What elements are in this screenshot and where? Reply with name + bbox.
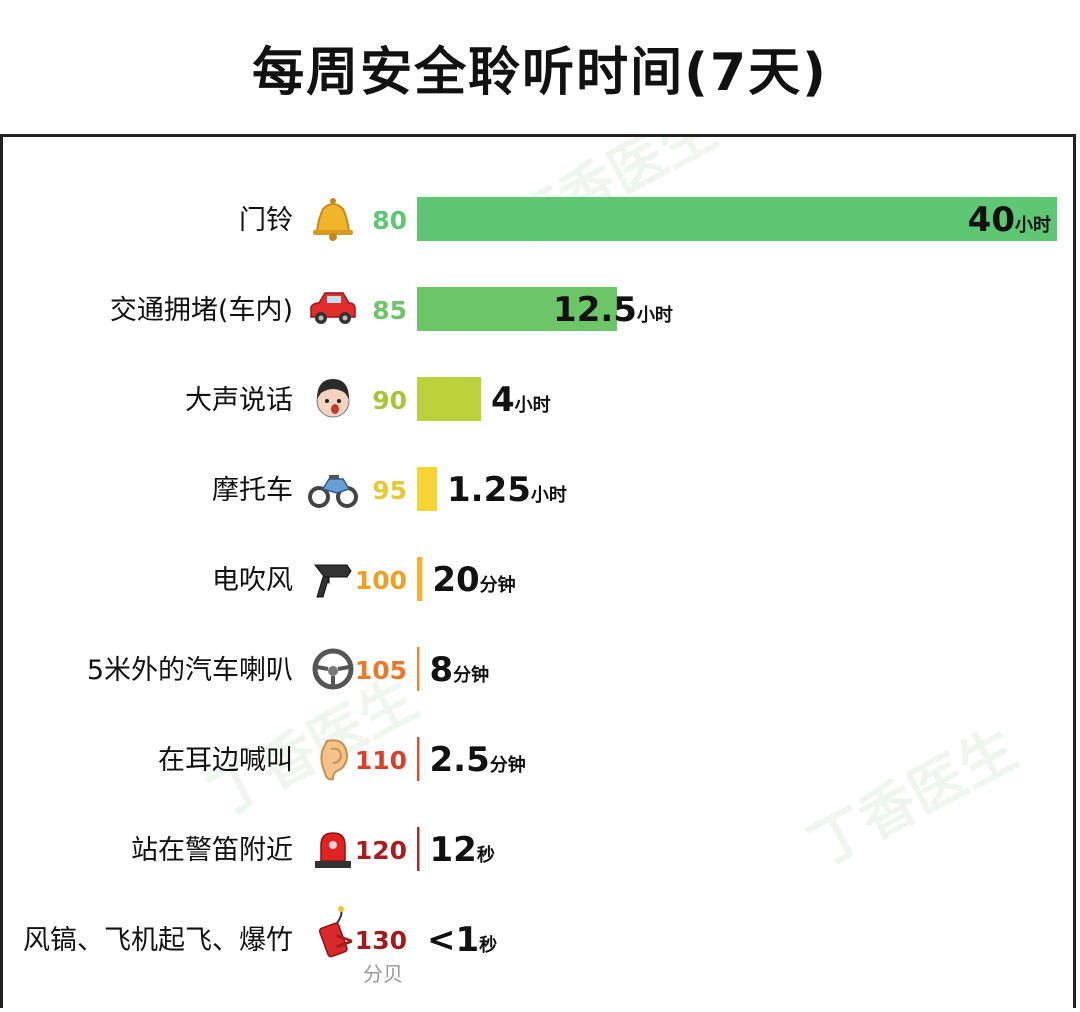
value-label: <1秒	[427, 920, 497, 960]
ear-icon	[320, 739, 349, 781]
bar	[417, 287, 617, 331]
category-label: 门铃	[239, 205, 293, 236]
decibel-label: 85	[372, 296, 407, 325]
decibel-label: >130	[334, 926, 407, 955]
decibel-label: 105	[355, 656, 407, 685]
firecracker-icon	[318, 906, 348, 958]
motorcycle-icon	[308, 475, 358, 508]
decibel-label: 110	[355, 746, 407, 775]
category-label: 交通拥堵(车内)	[110, 295, 293, 326]
bar	[417, 557, 423, 601]
value-label: 12秒	[430, 830, 495, 870]
person-shouting-icon	[316, 379, 350, 418]
bar	[417, 647, 420, 691]
car-icon	[310, 292, 356, 324]
decibel-label: 100	[355, 566, 407, 595]
bar	[417, 197, 1057, 241]
hair-dryer-icon	[313, 564, 352, 598]
bar	[417, 827, 420, 871]
siren-icon	[315, 832, 351, 868]
axis-unit-label: 分贝	[363, 962, 403, 986]
value-label: 8分钟	[430, 650, 490, 690]
value-label: 4小时	[491, 380, 551, 420]
category-label: 风镐、飞机起飞、爆竹	[23, 925, 293, 956]
steering-wheel-icon	[312, 648, 354, 690]
category-label: 在耳边喊叫	[158, 745, 293, 776]
decibel-label: 90	[372, 386, 407, 415]
category-label: 大声说话	[185, 385, 293, 416]
bar	[417, 737, 420, 781]
value-label: 2.5分钟	[430, 740, 526, 780]
value-label: 20分钟	[432, 560, 515, 600]
bar-chart: 丁香医生丁香医生丁香医生门铃8040小时交通拥堵(车内)8512.5小时大声说话…	[23, 137, 1057, 986]
watermark-text: 丁香医生	[799, 717, 1027, 880]
decibel-label: 95	[372, 476, 407, 505]
category-label: 电吹风	[212, 565, 293, 596]
bar	[417, 467, 437, 511]
category-label: 5米外的汽车喇叭	[87, 655, 293, 686]
value-label: 40小时	[968, 200, 1051, 240]
chart-frame: 丁香医生丁香医生丁香医生门铃8040小时交通拥堵(车内)8512.5小时大声说话…	[0, 134, 1076, 1008]
bar	[417, 377, 481, 421]
value-label: 1.25小时	[447, 470, 567, 510]
decibel-label: 120	[355, 836, 407, 865]
value-label: 12.5小时	[553, 290, 673, 330]
category-label: 站在警笛附近	[131, 835, 293, 866]
category-label: 摩托车	[212, 475, 293, 506]
decibel-label: 80	[372, 206, 407, 235]
bell-icon	[313, 198, 353, 241]
chart-title: 每周安全聆听时间(7天)	[252, 43, 828, 103]
